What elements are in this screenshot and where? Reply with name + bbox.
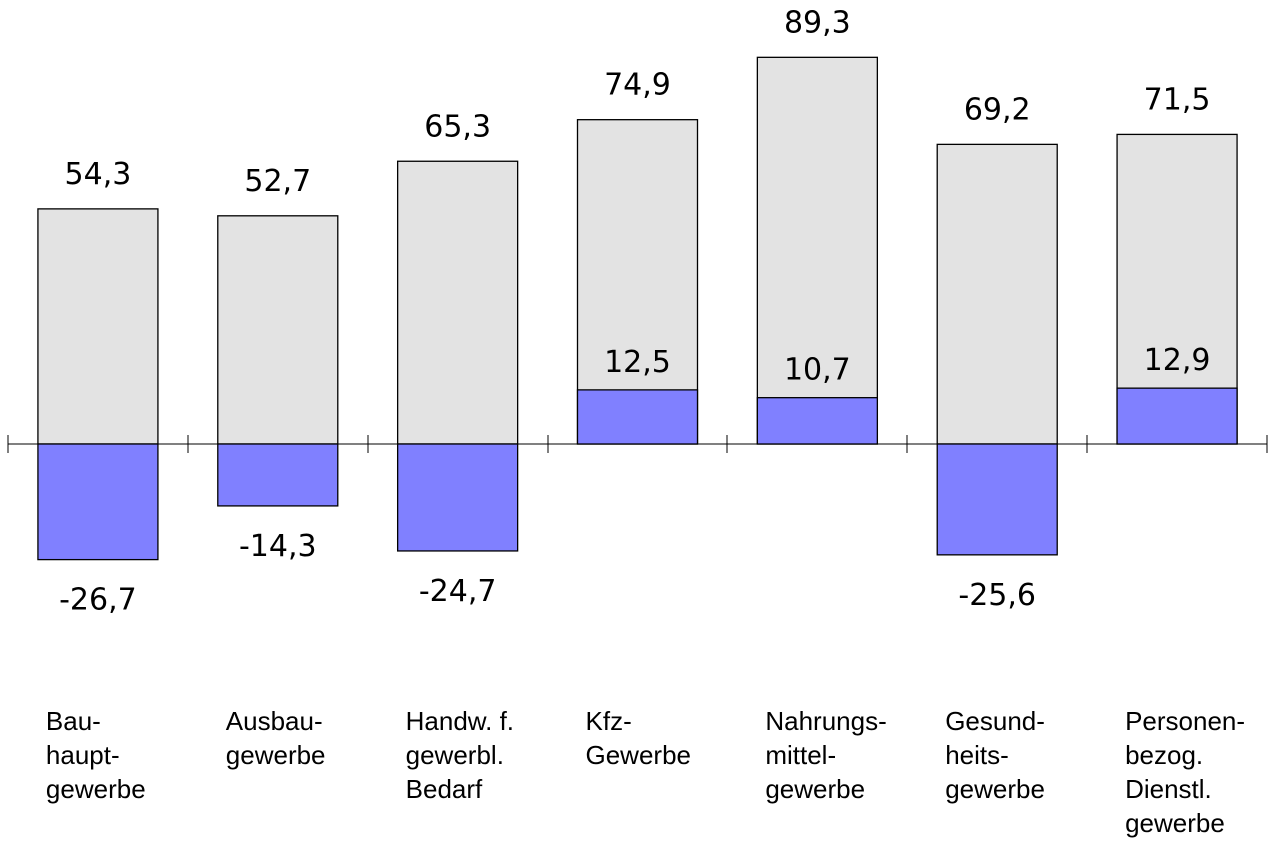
bar-blue: [217, 443, 339, 507]
category-label-line: gewerbe: [46, 774, 146, 804]
category-label-line: Gewerbe: [586, 740, 692, 770]
category-label-line: Handw. f.: [406, 706, 514, 736]
category-label-line: Kfz-: [586, 706, 632, 736]
bar-gray: [37, 208, 159, 445]
category-label-line: mittel-: [765, 740, 836, 770]
bar-blue: [936, 443, 1058, 556]
x-axis: [7, 435, 1268, 453]
category-label-line: Bedarf: [406, 774, 483, 804]
category-label: Personen-bezog. Dienstl. gewerbe: [1125, 706, 1245, 838]
value-label-blue: 12,5: [604, 345, 671, 380]
category-label-line: Ausbau-: [226, 706, 323, 736]
value-label-blue: -26,7: [59, 583, 137, 618]
category-label-line: haupt-: [46, 740, 120, 770]
value-label-blue: -14,3: [239, 529, 317, 564]
category-label-line: Gesund-: [945, 706, 1045, 736]
value-label-gray: 69,2: [964, 92, 1031, 127]
category-label: Gesund-heits-gewerbe: [945, 706, 1045, 804]
category-label-line: gewerbl.: [406, 740, 504, 770]
bar-blue: [756, 397, 879, 445]
bar-blue: [396, 443, 519, 552]
bar-blue: [37, 443, 159, 561]
value-label-blue: -24,7: [419, 574, 497, 609]
blue-bars-group: [37, 387, 1238, 561]
category-label: Nahrungs-mittel-gewerbe: [765, 706, 886, 804]
bar-blue: [576, 389, 699, 445]
category-label: Bau-haupt-gewerbe: [46, 706, 146, 804]
bar-gray: [756, 56, 879, 445]
bar-gray: [217, 215, 339, 445]
value-label-gray: 71,5: [1144, 82, 1211, 117]
category-label-line: bezog.: [1125, 740, 1203, 770]
category-label-line: gewerbe: [945, 774, 1045, 804]
category-label: Ausbau-gewerbe: [226, 706, 326, 770]
category-label-line: Bau-: [46, 706, 101, 736]
bar-gray: [936, 143, 1058, 445]
category-label-line: gewerbe: [1125, 808, 1225, 838]
bar-gray: [396, 160, 519, 445]
value-label-blue: 12,9: [1144, 343, 1211, 378]
category-label-line: gewerbe: [226, 740, 326, 770]
value-label-gray: 74,9: [604, 68, 671, 103]
bar-blue: [1116, 387, 1238, 445]
category-label-line: heits-: [945, 740, 1009, 770]
gray-bars-group: [37, 56, 1238, 445]
category-label-line: Personen-: [1125, 706, 1245, 736]
value-label-gray: 52,7: [244, 164, 311, 199]
value-label-blue: -25,6: [958, 578, 1036, 613]
category-label: Kfz- Gewerbe: [586, 706, 692, 770]
category-label: Handw. f. gewerbl. Bedarf: [406, 706, 514, 804]
value-label-gray: 89,3: [784, 5, 851, 40]
category-label-line: Dienstl.: [1125, 774, 1212, 804]
category-label-line: gewerbe: [765, 774, 865, 804]
value-labels-group: 54,3 -26,7 52,7 -14,3 65,3 -24,7 74,9 12,5 89,3 1…: [59, 5, 1210, 617]
value-label-gray: 54,3: [65, 157, 132, 192]
category-label-line: Nahrungs-: [765, 706, 886, 736]
value-label-blue: 10,7: [784, 353, 851, 388]
value-label-gray: 65,3: [424, 109, 491, 144]
